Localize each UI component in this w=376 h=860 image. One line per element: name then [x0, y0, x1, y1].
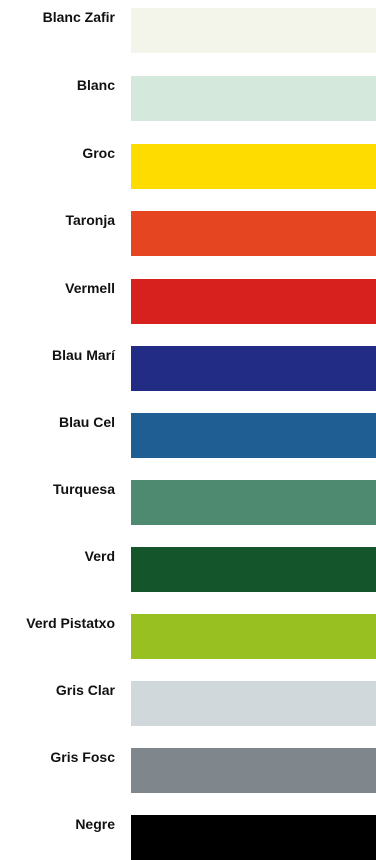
color-row-groc: Groc	[0, 144, 376, 189]
color-name: Gris Fosc	[50, 749, 115, 765]
color-swatch	[131, 413, 376, 458]
color-name: Groc	[82, 145, 115, 161]
color-row-negre: Negre	[0, 815, 376, 860]
color-row-verd-pistatxo: Verd Pistatxo	[0, 614, 376, 659]
color-row-turquesa: Turquesa	[0, 480, 376, 525]
color-name: Turquesa	[53, 481, 115, 497]
color-swatch	[131, 681, 376, 726]
color-name: Verd	[84, 548, 115, 564]
color-name: Blanc	[76, 77, 115, 93]
color-swatch	[131, 279, 376, 324]
color-row-verd: Verd	[0, 547, 376, 592]
color-row-vermell: Vermell	[0, 279, 376, 324]
color-name: Gris Clar	[55, 682, 115, 698]
color-swatch	[131, 614, 376, 659]
color-name: Vermell	[65, 280, 115, 296]
color-row-gris-fosc: Gris Fosc	[0, 748, 376, 793]
color-name: Blau Cel	[58, 414, 115, 430]
color-name: Negre	[75, 816, 115, 832]
color-name: Blanc Zafir	[42, 9, 115, 25]
color-swatch	[131, 76, 376, 121]
color-name: Taronja	[65, 212, 115, 228]
color-row-taronja: Taronja	[0, 211, 376, 256]
color-name: Verd Pistatxo	[26, 615, 115, 631]
color-row-gris-clar: Gris Clar	[0, 681, 376, 726]
color-swatch	[131, 480, 376, 525]
color-row-blanc: Blanc	[0, 76, 376, 121]
color-row-blau-cel: Blau Cel	[0, 413, 376, 458]
color-swatch	[131, 211, 376, 256]
color-swatch	[131, 815, 376, 860]
color-swatch	[131, 8, 376, 53]
color-swatch	[131, 547, 376, 592]
color-row-blanc-zafir: Blanc Zafir	[0, 8, 376, 53]
color-row-blau-mari: Blau Marí	[0, 346, 376, 391]
color-swatch	[131, 346, 376, 391]
color-swatch	[131, 748, 376, 793]
color-swatch	[131, 144, 376, 189]
color-name: Blau Marí	[51, 347, 115, 363]
